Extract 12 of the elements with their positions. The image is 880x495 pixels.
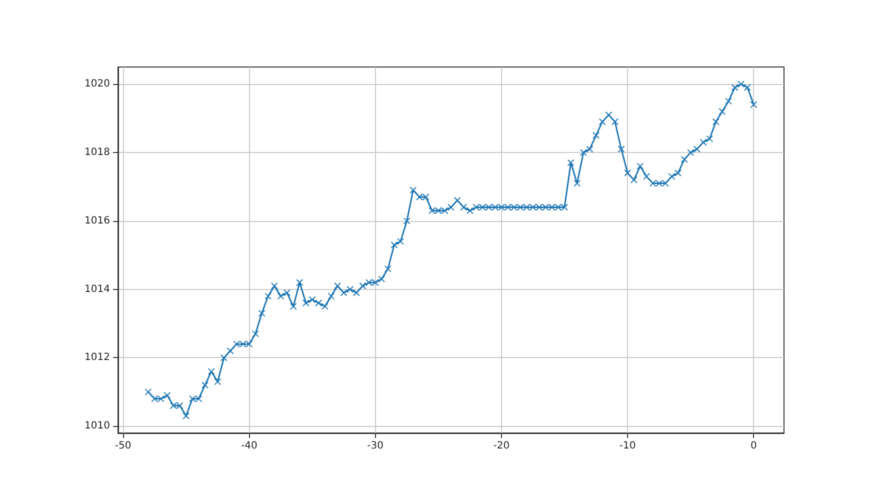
y-tick-label: 1020 (84, 78, 110, 90)
y-tick-label: 1018 (84, 147, 110, 158)
x-tick-label: -10 (619, 440, 636, 452)
y-tick-label: 1016 (84, 215, 110, 226)
x-tick-label: -50 (114, 440, 132, 452)
y-tick-label: 1012 (84, 352, 110, 364)
y-tick-label: 1014 (84, 284, 110, 295)
x-tick-label: -30 (367, 440, 384, 452)
x-tick-label: -40 (241, 440, 258, 452)
x-tick-label: 0 (750, 440, 757, 452)
y-tick-label: 1010 (84, 420, 110, 432)
x-tick-label: -20 (493, 440, 510, 452)
